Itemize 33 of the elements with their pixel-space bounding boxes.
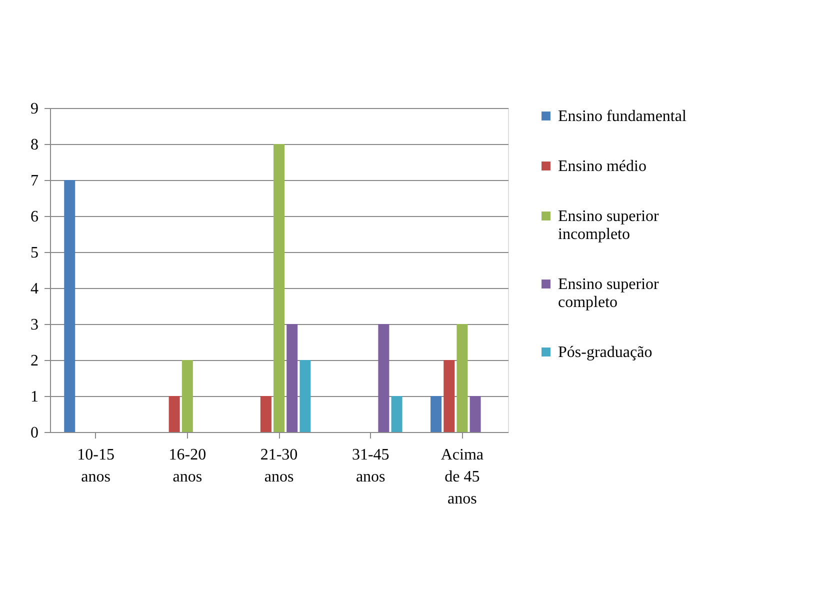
legend-label: Pós-graduação	[558, 344, 652, 361]
bar	[182, 360, 193, 432]
bar	[274, 144, 284, 432]
y-tick-label: 0	[30, 424, 38, 442]
bar	[300, 360, 311, 432]
bar	[430, 396, 442, 432]
bar	[168, 396, 180, 432]
bar	[456, 324, 468, 432]
y-tick-label: 9	[30, 100, 38, 118]
legend-label: Ensino superior incompleto	[558, 208, 660, 243]
x-tick-label: 16-20 anos	[168, 446, 206, 486]
y-tick-label: 6	[30, 208, 38, 226]
x-tick-label: 10-15 anos	[77, 446, 114, 486]
x-tick-label: 21-30 anos	[260, 446, 298, 486]
y-tick-label: 3	[30, 316, 38, 334]
bar	[444, 360, 455, 432]
y-tick-label: 2	[30, 352, 38, 370]
legend-label: Ensino fundamental	[558, 108, 687, 125]
bar	[470, 396, 481, 432]
x-tick-label: 31-45 anos	[352, 446, 390, 486]
legend-label: Ensino superior completo	[558, 276, 660, 311]
bar	[286, 324, 298, 432]
bar	[378, 324, 390, 432]
bar	[64, 180, 76, 432]
x-tick-label: Acima de 45 anos	[440, 446, 484, 508]
y-tick-label: 7	[30, 172, 38, 190]
y-tick-label: 5	[30, 244, 38, 262]
bar	[391, 396, 402, 432]
legend-label: Ensino médio	[558, 158, 646, 175]
y-tick-label: 8	[30, 136, 38, 154]
y-tick-label: 1	[30, 388, 38, 406]
bar	[260, 396, 272, 432]
y-tick-label: 4	[30, 280, 38, 298]
